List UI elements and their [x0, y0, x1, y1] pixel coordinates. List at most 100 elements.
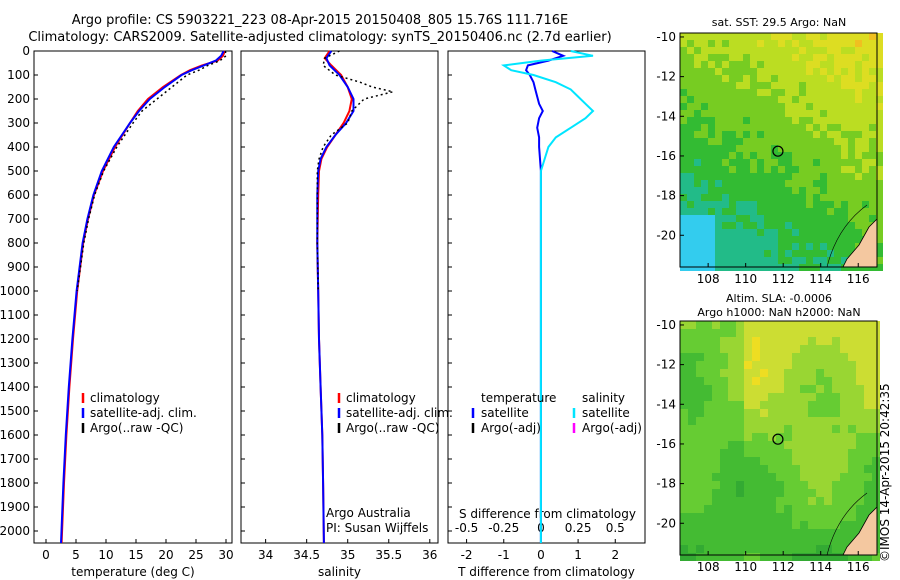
sst-map-cell	[841, 124, 848, 131]
sst-map-cell	[771, 138, 778, 145]
sst-map-cell	[848, 131, 855, 138]
sla-map-cell	[784, 545, 792, 553]
sla-map-cell	[760, 481, 768, 489]
sla-map-cell	[776, 433, 784, 441]
sst-map-cell	[687, 61, 694, 68]
sst-map-cell	[848, 75, 855, 82]
sla-map-cell	[856, 321, 864, 329]
sst-map-cell	[827, 194, 834, 201]
sla-map-cell	[784, 321, 792, 329]
depth-tick-label: 1800	[0, 476, 30, 490]
sst-map-cell	[834, 257, 841, 264]
sla-map-cell	[752, 329, 760, 337]
sst-map-cell	[806, 61, 813, 68]
sst-map-cell	[778, 201, 785, 208]
sst-map-cell	[827, 159, 834, 166]
difference-x-tick-label: 1	[574, 548, 582, 562]
sla-map-cell	[808, 433, 816, 441]
sla-map-cell	[760, 337, 768, 345]
sla-map-y-tick-label: -16	[656, 437, 676, 451]
sst-map-cell	[799, 33, 806, 40]
sla-map-cell	[792, 353, 800, 361]
sst-map-cell	[708, 201, 715, 208]
sla-map-cell	[872, 401, 880, 409]
sla-map-cell	[712, 553, 720, 561]
sla-map-cell	[848, 481, 856, 489]
sst-map-cell	[694, 222, 701, 229]
sla-map-cell	[784, 353, 792, 361]
sst-map-cell	[687, 145, 694, 152]
sla-map-cell	[840, 321, 848, 329]
sst-map-cell	[708, 180, 715, 187]
sst-map-cell	[813, 194, 820, 201]
sst-map-cell	[862, 110, 869, 117]
sst-map-cell	[799, 243, 806, 250]
sst-map-cell	[820, 54, 827, 61]
sla-map-cell	[696, 417, 704, 425]
sst-map-cell	[708, 131, 715, 138]
sla-map-cell	[688, 441, 696, 449]
sst-map-cell	[792, 201, 799, 208]
sla-map-cell	[792, 377, 800, 385]
sst-map-cell	[736, 208, 743, 215]
sla-map-cell	[752, 353, 760, 361]
sst-map-cell	[757, 215, 764, 222]
sla-map-cell	[752, 553, 760, 561]
sla-map-cell	[784, 505, 792, 513]
sst-map-cell	[778, 243, 785, 250]
sst-map-cell	[827, 250, 834, 257]
sst-map-cell	[855, 54, 862, 61]
sla-map-cell	[816, 337, 824, 345]
sla-map-cell	[784, 369, 792, 377]
sla-map-cell	[832, 505, 840, 513]
sst-map-cell	[701, 68, 708, 75]
figure-title-line2: Climatology: CARS2009. Satellite-adjuste…	[28, 30, 612, 45]
sla-map-cell	[744, 337, 752, 345]
sla-map-cell	[776, 465, 784, 473]
sla-map-y-tick-label: -14	[656, 397, 676, 411]
sla-map-cell	[760, 425, 768, 433]
sst-map-cell	[820, 201, 827, 208]
sla-map-cell	[760, 465, 768, 473]
sla-map-cell	[832, 441, 840, 449]
sst-map-cell	[743, 117, 750, 124]
sst-map-cell	[771, 40, 778, 47]
sla-map-cell	[696, 353, 704, 361]
sst-map-cell	[806, 96, 813, 103]
sst-map-cell	[736, 131, 743, 138]
sst-map-cell	[876, 222, 883, 229]
sst-map-cell	[834, 201, 841, 208]
sla-map-cell	[792, 465, 800, 473]
sla-map-cell	[728, 401, 736, 409]
sst-map-cell	[715, 96, 722, 103]
sla-map-cell	[792, 497, 800, 505]
sla-map-cell	[688, 377, 696, 385]
sst-map-cell	[827, 180, 834, 187]
sst-map-cell	[841, 152, 848, 159]
sla-map-cell	[776, 409, 784, 417]
sla-map-cell	[848, 433, 856, 441]
sla-map-cell	[832, 457, 840, 465]
sla-map-y-tick-label: -20	[656, 516, 676, 530]
sst-map-cell	[715, 40, 722, 47]
sla-map-cell	[864, 449, 872, 457]
sst-map-cell	[827, 236, 834, 243]
sst-map-cell	[862, 89, 869, 96]
sla-map-cell	[872, 441, 880, 449]
sla-map-cell	[808, 401, 816, 409]
depth-tick-label: 1300	[0, 356, 30, 370]
depth-tick-label: 1900	[0, 500, 30, 514]
sst-map-cell	[792, 33, 799, 40]
depth-tick-label: 800	[7, 236, 30, 250]
sla-map-cell	[760, 505, 768, 513]
sla-map-cell	[680, 329, 688, 337]
sla-map-cell	[744, 473, 752, 481]
sst-map-cell	[708, 250, 715, 257]
depth-tick-label: 600	[7, 188, 30, 202]
sst-map-cell	[792, 257, 799, 264]
sst-map-cell	[701, 75, 708, 82]
sst-map-cell	[771, 117, 778, 124]
sla-map-cell	[736, 369, 744, 377]
sst-map-cell	[876, 82, 883, 89]
sst-map-cell	[876, 243, 883, 250]
